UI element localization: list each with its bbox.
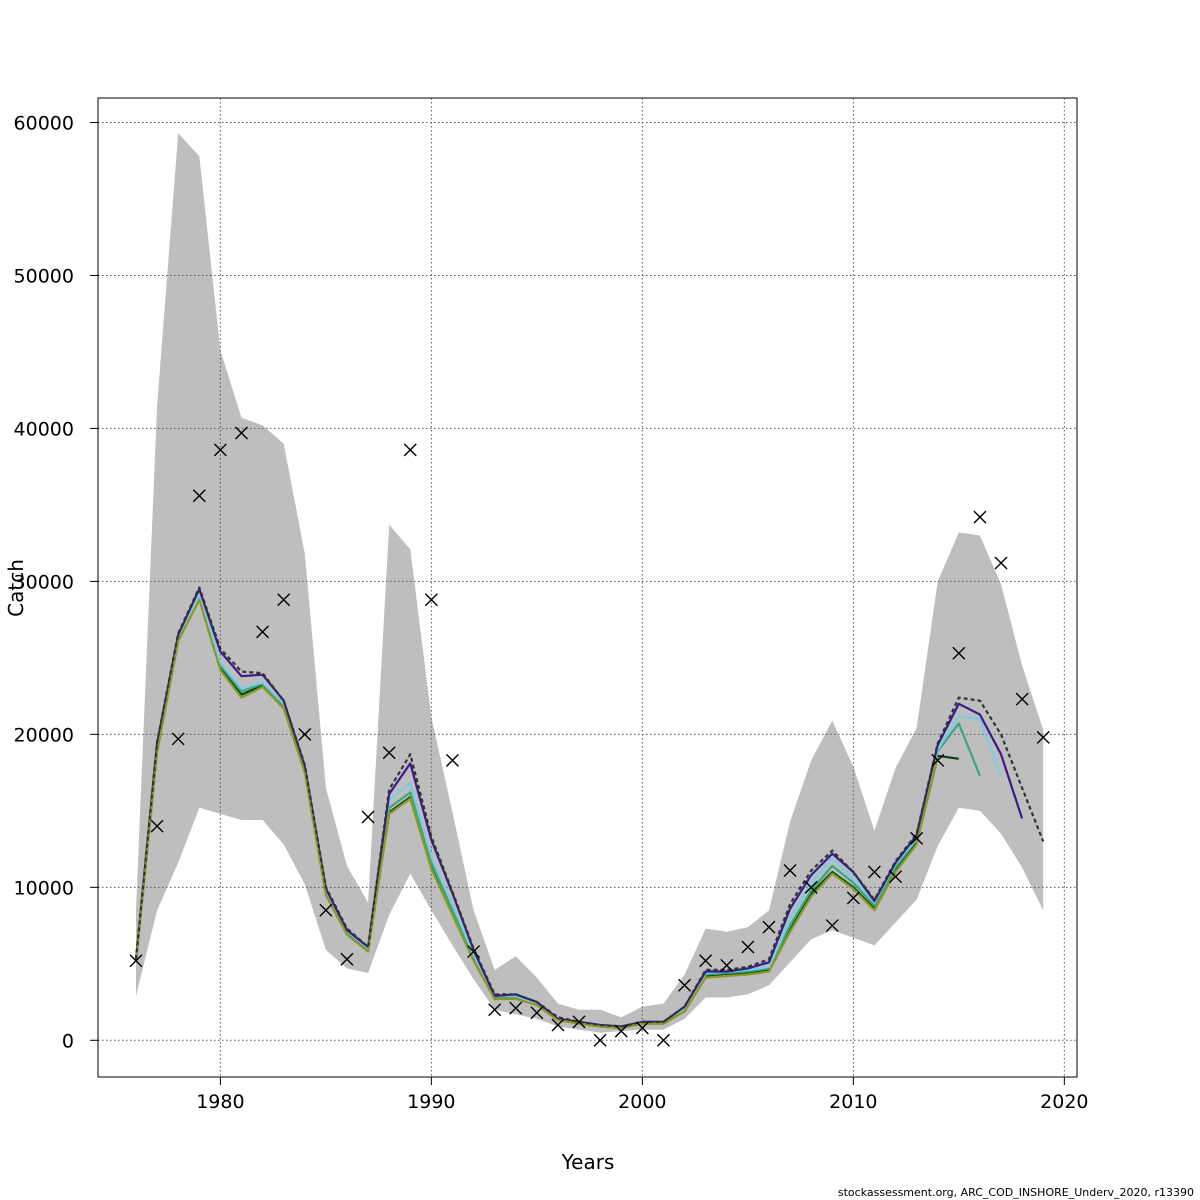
observed-point-1991 xyxy=(445,753,459,767)
observed-point-1979 xyxy=(192,489,206,503)
grid xyxy=(98,98,1077,1077)
observed-point-1986 xyxy=(340,952,354,966)
observed-point-2006 xyxy=(762,920,776,934)
x-tick-label-2010: 2010 xyxy=(829,1091,877,1113)
observed-point-1990 xyxy=(424,593,438,607)
observed-points xyxy=(129,426,1050,1047)
observed-point-1997 xyxy=(572,1015,586,1029)
observed-point-1996 xyxy=(551,1018,565,1032)
y-axis: 0 10000 20000 30000 40000 50000 60000 xyxy=(14,112,99,1052)
observed-point-2017 xyxy=(994,556,1008,570)
observed-point-1982 xyxy=(256,625,270,639)
observed-point-2015 xyxy=(952,646,966,660)
y-axis-title: Catch xyxy=(4,559,28,617)
observed-point-2000 xyxy=(635,1021,649,1035)
x-tick-label-1980: 1980 xyxy=(196,1091,244,1113)
observed-point-1992 xyxy=(467,945,481,959)
x-axis: 1980 1990 2000 2010 2020 xyxy=(196,1076,1089,1113)
observed-point-2008 xyxy=(804,880,818,894)
observed-point-2016 xyxy=(973,510,987,524)
y-tick-label-10000: 10000 xyxy=(14,877,74,899)
observed-point-2014 xyxy=(931,753,945,767)
y-tick-label-50000: 50000 xyxy=(14,265,74,287)
observed-point-2004 xyxy=(720,958,734,972)
observed-point-2019 xyxy=(1036,730,1050,744)
observed-point-1985 xyxy=(319,903,333,917)
footer-credit: stockassessment.org, ARC_COD_INSHORE_Und… xyxy=(837,1186,1194,1199)
confidence-band-area xyxy=(136,133,1044,1033)
observed-point-1976 xyxy=(129,954,143,968)
series-line-run-2018 xyxy=(134,598,939,1030)
x-tick-label-2020: 2020 xyxy=(1040,1091,1088,1113)
x-tick-label-2000: 2000 xyxy=(618,1091,666,1113)
observed-point-1981 xyxy=(234,426,248,440)
series-lines xyxy=(134,586,1045,1030)
observed-point-1984 xyxy=(298,727,312,741)
observed-point-2013 xyxy=(910,831,924,845)
y-tick-label-0: 0 xyxy=(62,1030,74,1052)
observed-point-2012 xyxy=(889,870,903,884)
observed-point-2002 xyxy=(678,978,692,992)
observed-point-1993 xyxy=(488,1003,502,1017)
observed-point-1994 xyxy=(509,1001,523,1015)
observed-point-1978 xyxy=(171,732,185,746)
observed-point-1999 xyxy=(614,1024,628,1038)
observed-point-2011 xyxy=(867,865,881,879)
observed-point-1987 xyxy=(361,810,375,824)
observed-point-1995 xyxy=(530,1006,544,1020)
observed-point-2001 xyxy=(656,1033,670,1047)
confidence-band xyxy=(136,133,1044,1033)
series-line-final-run xyxy=(134,586,1045,1028)
observed-point-1980 xyxy=(213,443,227,457)
observed-point-2018 xyxy=(1015,692,1029,706)
observed-point-1998 xyxy=(593,1033,607,1047)
observed-point-1983 xyxy=(277,593,291,607)
y-tick-label-60000: 60000 xyxy=(14,112,74,134)
observed-point-2005 xyxy=(741,940,755,954)
y-tick-label-20000: 20000 xyxy=(14,724,74,746)
observed-point-2009 xyxy=(825,919,839,933)
observed-point-1989 xyxy=(403,443,417,457)
x-axis-title: Years xyxy=(561,1150,615,1174)
observed-point-2010 xyxy=(846,891,860,905)
observed-point-1988 xyxy=(382,746,396,760)
x-tick-label-1990: 1990 xyxy=(407,1091,455,1113)
y-tick-label-30000: 30000 xyxy=(14,571,74,593)
observed-point-2007 xyxy=(783,863,797,877)
y-tick-label-40000: 40000 xyxy=(14,418,74,440)
observed-point-1977 xyxy=(150,819,164,833)
observed-point-2003 xyxy=(699,954,713,968)
